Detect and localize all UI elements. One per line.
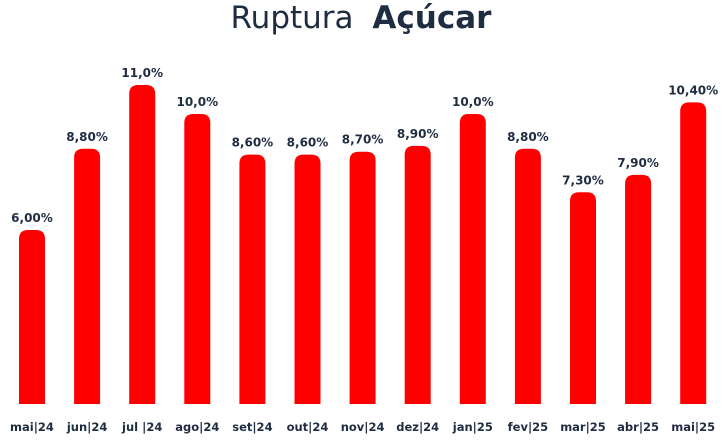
bar-3 — [184, 114, 211, 404]
x-tick-label-3: ago|24 — [175, 420, 219, 434]
data-label-12: 10,40% — [668, 83, 718, 97]
x-tick-label-2: jul |24 — [121, 420, 162, 434]
x-tick-label-11: abr|25 — [617, 420, 659, 434]
data-label-11: 7,90% — [617, 156, 659, 170]
chart-title-bold: Açúcar — [372, 0, 492, 36]
data-label-3: 10,0% — [176, 95, 218, 109]
x-tick-label-6: nov|24 — [341, 420, 385, 434]
bar-11 — [625, 174, 652, 404]
x-tick-label-10: mar|25 — [560, 420, 606, 434]
x-tick-label-8: jan|25 — [452, 420, 493, 434]
bar-1 — [74, 148, 101, 404]
x-tick-label-5: out|24 — [287, 420, 329, 434]
data-label-9: 8,80% — [507, 130, 549, 144]
chart-title: Ruptura Açúcar — [231, 0, 493, 36]
bar-12 — [680, 102, 707, 405]
x-tick-label-4: set|24 — [232, 420, 272, 434]
data-label-1: 8,80% — [66, 130, 108, 144]
x-tick-label-9: fev|25 — [508, 420, 549, 434]
bar-10 — [570, 192, 596, 404]
chart-title-regular: Ruptura — [231, 0, 354, 36]
x-tick-label-0: mai|24 — [10, 420, 54, 434]
data-label-0: 6,00% — [11, 211, 53, 225]
bar-4 — [239, 154, 266, 404]
bar-5 — [294, 154, 321, 404]
bars — [19, 85, 707, 405]
x-tick-label-1: jun|24 — [66, 420, 108, 434]
bar-0 — [19, 230, 45, 404]
bar-6 — [349, 151, 376, 404]
bar-2 — [129, 85, 156, 404]
data-label-8: 10,0% — [452, 95, 494, 109]
data-label-7: 8,90% — [397, 127, 439, 141]
data-label-5: 8,60% — [287, 136, 329, 150]
x-tick-label-7: dez|24 — [396, 420, 439, 434]
data-label-4: 8,60% — [232, 136, 274, 150]
data-label-2: 11,0% — [121, 66, 163, 80]
bar-7 — [404, 145, 431, 404]
data-label-10: 7,30% — [562, 173, 604, 187]
data-labels: 6,00% 8,80% 11,0% 10,0% 8,60% 8,60% 8,70% 8,90%… — [11, 66, 718, 225]
bar-8 — [459, 114, 486, 404]
data-label-6: 8,70% — [342, 133, 384, 147]
x-tick-label-12: mai|25 — [671, 420, 715, 434]
x-axis-tick-labels: mai|24 jun|24 jul |24 ago|24 set|24 out|24 nov… — [10, 420, 715, 434]
bar-9 — [514, 148, 541, 404]
